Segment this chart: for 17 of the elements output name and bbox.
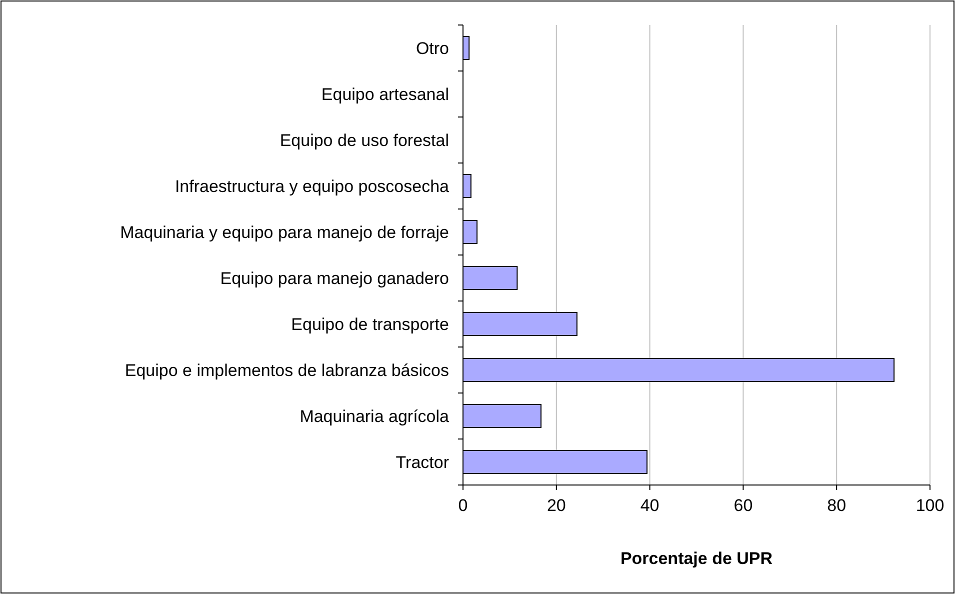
y-tick-label: Equipo e implementos de labranza básicos <box>124 360 449 380</box>
y-tick-label: Tractor <box>396 452 450 472</box>
y-tick-label: Infraestructura y equipo poscosecha <box>174 176 450 196</box>
y-tick-label: Equipo de transporte <box>291 314 449 334</box>
y-tick-label: Otro <box>416 38 449 58</box>
y-tick-label: Equipo artesanal <box>321 84 449 104</box>
x-tick-label: 100 <box>916 496 944 515</box>
x-tick-label: 40 <box>640 496 660 515</box>
y-tick-label: Equipo de uso forestal <box>280 130 449 150</box>
x-tick-label: 80 <box>827 496 846 515</box>
x-tick-label: 60 <box>734 496 753 515</box>
x-tick-label: 20 <box>546 496 566 515</box>
x-axis-title: Porcentaje de UPR <box>620 549 773 568</box>
y-tick-label: Maquinaria agrícola <box>300 406 450 426</box>
y-tick-label: Maquinaria y equipo para manejo de forraje <box>120 222 449 242</box>
x-tick-label: 0 <box>458 496 468 515</box>
y-tick-label: Equipo para manejo ganadero <box>220 268 449 288</box>
